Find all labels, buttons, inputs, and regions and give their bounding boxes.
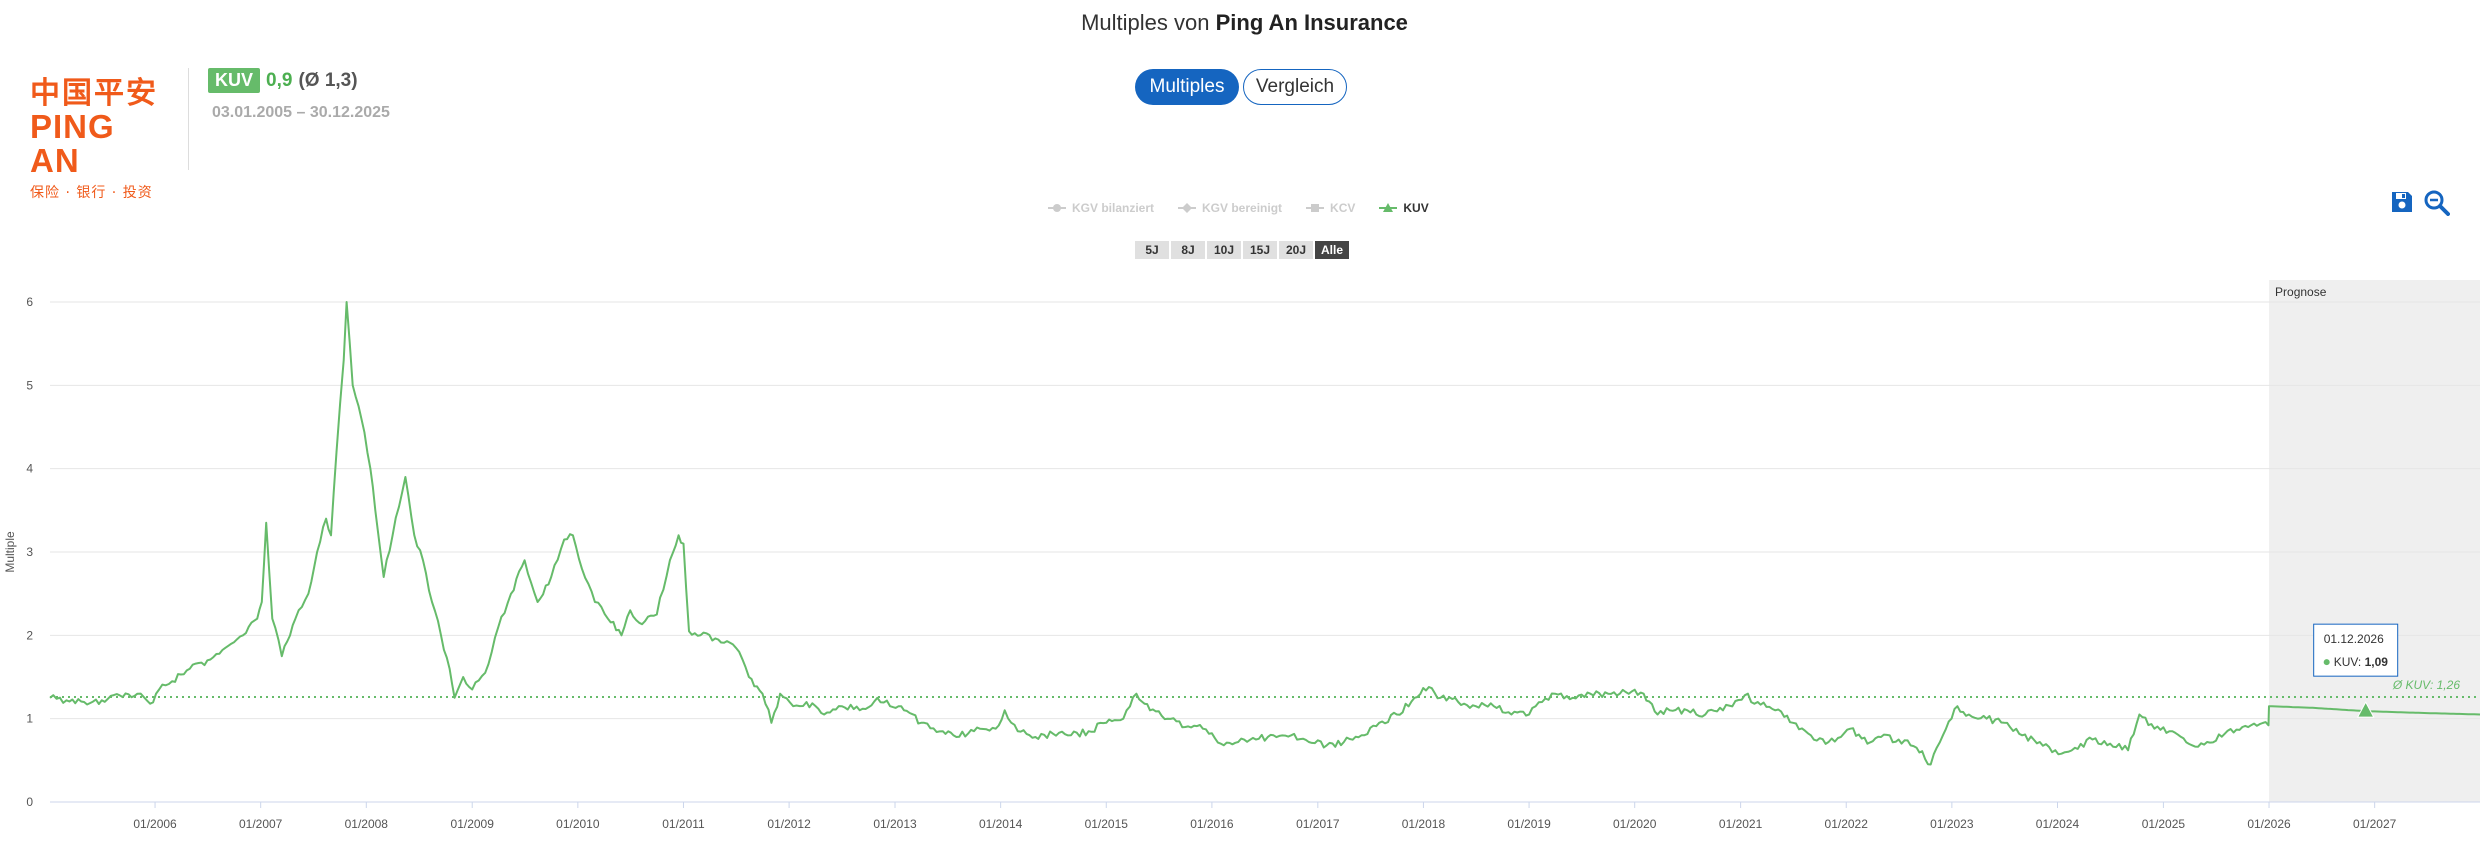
metric-summary: KUV 0,9 (Ø 1,3) xyxy=(208,68,358,93)
tooltip-marker xyxy=(2356,701,2375,718)
tab-multiples[interactable]: Multiples xyxy=(1135,69,1239,105)
x-tick-label: 01/2023 xyxy=(1930,817,1974,831)
chart-tools xyxy=(2390,190,2450,216)
x-tick-label: 01/2010 xyxy=(556,817,600,831)
y-tick-label: 2 xyxy=(26,628,33,642)
range-button-8j[interactable]: 8J xyxy=(1171,241,1205,259)
x-tick-label: 01/2025 xyxy=(2142,817,2186,831)
x-tick-label: 01/2012 xyxy=(767,817,811,831)
metric-badge: KUV xyxy=(208,68,261,93)
legend-item-kuv[interactable]: KUV xyxy=(1379,201,1429,215)
legend-label: KGV bereinigt xyxy=(1202,201,1283,215)
forecast-band xyxy=(2269,280,2480,802)
x-tick-label: 01/2008 xyxy=(345,817,389,831)
tooltip-box xyxy=(2313,623,2399,677)
tab-vergleich[interactable]: Vergleich xyxy=(1243,69,1347,105)
average-label: Ø KUV: 1,26 xyxy=(2392,678,2460,692)
tooltip-label: KUV: 1,09 xyxy=(2334,655,2389,669)
x-tick-label: 01/2020 xyxy=(1613,817,1657,831)
legend-item-kcv[interactable]: KCV xyxy=(1306,201,1355,215)
y-tick-label: 4 xyxy=(26,462,33,476)
tooltip-date: 01.12.2026 xyxy=(2324,632,2384,646)
multiples-chart: Prognose 0 1 2 3 4 5 6 01/2006 01/2007 01/2008 01/2… xyxy=(3,280,2481,831)
x-tick-label: 01/2026 xyxy=(2247,817,2291,831)
x-tick-label: 01/2021 xyxy=(1719,817,1763,831)
company-logo: 中国平安 PING AN 保险 · 银行 · 投资 xyxy=(30,78,170,202)
y-axis-label: Multiple xyxy=(3,531,17,573)
x-tick-label: 01/2027 xyxy=(2353,817,2397,831)
x-tick-label: 01/2017 xyxy=(1296,817,1340,831)
legend-label: KGV bilanziert xyxy=(1072,201,1155,215)
range-button-20j[interactable]: 20J xyxy=(1279,241,1313,259)
square-line-icon xyxy=(1306,204,1325,212)
x-tick-label: 01/2009 xyxy=(451,817,495,831)
tooltip-value: 1,09 xyxy=(2365,655,2389,669)
legend-item-kgv-bilanziert[interactable]: KGV bilanziert xyxy=(1048,201,1154,215)
view-toggle: Multiples Vergleich xyxy=(1135,69,1347,105)
y-tick-label: 6 xyxy=(26,295,33,309)
range-button-alle[interactable]: Alle xyxy=(1315,241,1349,259)
diamond-line-icon xyxy=(1178,203,1197,213)
x-tick-label: 01/2016 xyxy=(1190,817,1234,831)
metric-average: (Ø 1,3) xyxy=(298,70,358,91)
logo-chinese: 中国平安 xyxy=(30,76,158,111)
forecast-label: Prognose xyxy=(2275,285,2327,299)
circle-line-icon xyxy=(1048,204,1066,212)
x-tick-label: 01/2024 xyxy=(2036,817,2080,831)
logo-tagline: 保险 · 银行 · 投资 xyxy=(30,185,153,201)
range-button-15j[interactable]: 15J xyxy=(1243,241,1277,259)
legend-label: KCV xyxy=(1330,201,1356,215)
y-tick-label: 1 xyxy=(26,712,33,726)
chart-legend: KGV bilanziert KGV bereinigt KCV KUV xyxy=(1048,201,1429,215)
x-tick-label: 01/2007 xyxy=(239,817,283,831)
x-tick-label: 01/2006 xyxy=(133,817,177,831)
x-tick-label: 01/2014 xyxy=(979,817,1023,831)
logo-english: PING AN xyxy=(30,108,115,179)
save-icon[interactable] xyxy=(2390,190,2414,214)
tooltip-dot xyxy=(2323,659,2330,666)
triangle-line-icon xyxy=(1379,203,1398,212)
zoom-out-icon[interactable] xyxy=(2424,190,2450,216)
x-tick-label: 01/2015 xyxy=(1085,817,1129,831)
legend-label: KUV xyxy=(1403,201,1429,215)
header-divider xyxy=(188,68,189,170)
series-line xyxy=(49,301,2481,766)
series-kuv xyxy=(49,301,2481,766)
tooltip: 01.12.2026 KUV: 1,09 xyxy=(2313,623,2399,677)
range-button-5j[interactable]: 5J xyxy=(1135,241,1169,259)
date-range: 03.01.2005 – 30.12.2025 xyxy=(212,104,390,121)
y-tick-label: 3 xyxy=(26,545,33,559)
company-name: Ping An Insurance xyxy=(1215,10,1408,35)
x-tick-label: 01/2013 xyxy=(873,817,917,831)
legend-item-kgv-bereinigt[interactable]: KGV bereinigt xyxy=(1178,201,1282,215)
x-tick-label: 01/2011 xyxy=(662,817,705,831)
range-selector: 5J 8J 10J 15J 20J Alle xyxy=(1135,241,1349,259)
y-tick-label: 0 xyxy=(26,795,33,809)
y-tick-label: 5 xyxy=(26,378,33,392)
page-title: Multiples von Ping An Insurance xyxy=(0,10,2489,36)
metric-value: 0,9 xyxy=(266,70,293,91)
title-prefix: Multiples von xyxy=(1081,10,1210,35)
x-tick-label: 01/2019 xyxy=(1507,817,1551,831)
x-tick-label: 01/2022 xyxy=(1825,817,1869,831)
x-tick-label: 01/2018 xyxy=(1402,817,1446,831)
range-button-10j[interactable]: 10J xyxy=(1207,241,1241,259)
